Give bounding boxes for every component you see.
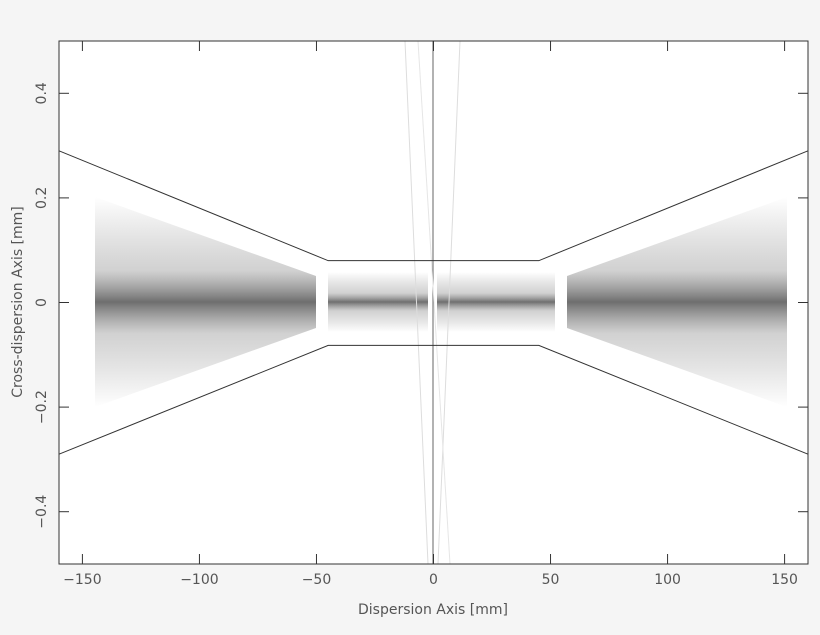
x-tick-label: −50	[302, 572, 332, 588]
x-tick-label: 0	[429, 572, 438, 588]
density-cloud	[95, 40, 787, 565]
y-tick-label: 0.2	[34, 187, 50, 209]
x-axis-label: Dispersion Axis [mm]	[358, 602, 508, 618]
y-axis-label: Cross-dispersion Axis [mm]	[10, 206, 26, 398]
x-tick-label: 50	[542, 572, 560, 588]
boundary-line	[58, 150, 809, 262]
y-tick-label: −0.2	[34, 390, 50, 424]
x-tick-label: −150	[63, 572, 101, 588]
y-tick-label: 0.4	[34, 82, 50, 104]
boundary-line	[58, 344, 809, 455]
y-tick-label: −0.4	[34, 495, 50, 529]
x-tick-label: 150	[771, 572, 798, 588]
x-tick-label: −100	[180, 572, 218, 588]
y-tick-label: 0	[34, 298, 50, 307]
x-tick-label: 100	[654, 572, 681, 588]
